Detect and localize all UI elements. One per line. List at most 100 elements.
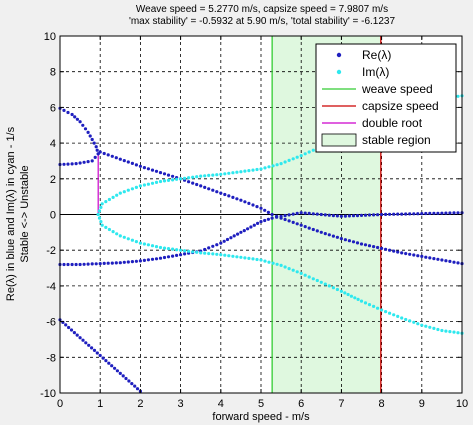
im-point bbox=[392, 313, 396, 317]
legend-label: Re(λ) bbox=[362, 48, 391, 62]
legend-marker-im bbox=[336, 69, 342, 75]
im-point bbox=[118, 191, 122, 195]
re-point bbox=[82, 262, 86, 266]
x-tick-label: 8 bbox=[379, 398, 385, 410]
im-point bbox=[203, 174, 207, 178]
im-point bbox=[99, 205, 103, 209]
re-point bbox=[256, 221, 260, 225]
im-point bbox=[100, 202, 104, 206]
im-point bbox=[440, 328, 444, 333]
re-point bbox=[92, 141, 96, 145]
im-point bbox=[118, 234, 122, 238]
re-point bbox=[392, 212, 396, 216]
re-point bbox=[303, 211, 307, 215]
re-point bbox=[187, 180, 191, 184]
re-point bbox=[456, 261, 460, 265]
legend-label: stable region bbox=[362, 133, 431, 147]
re-point bbox=[115, 369, 119, 373]
im-point bbox=[235, 255, 239, 259]
re-point bbox=[384, 212, 388, 216]
x-tick-label: 5 bbox=[258, 398, 264, 410]
re-point bbox=[404, 212, 408, 216]
re-point bbox=[87, 343, 91, 347]
re-point bbox=[311, 227, 315, 232]
im-point bbox=[267, 260, 271, 264]
re-point bbox=[72, 331, 76, 335]
im-point bbox=[331, 286, 335, 290]
re-point bbox=[249, 225, 253, 229]
im-point bbox=[380, 308, 384, 312]
re-point bbox=[166, 255, 171, 259]
re-point bbox=[101, 356, 105, 360]
re-point bbox=[114, 261, 118, 265]
re-point bbox=[388, 212, 392, 216]
re-point bbox=[166, 173, 171, 177]
y-tick-label: 6 bbox=[50, 102, 56, 114]
re-point bbox=[96, 152, 100, 156]
re-point bbox=[275, 215, 279, 219]
re-point bbox=[299, 223, 303, 227]
re-point bbox=[266, 210, 270, 214]
im-point bbox=[400, 316, 404, 320]
re-point bbox=[347, 239, 351, 243]
im-point bbox=[154, 180, 159, 184]
re-point bbox=[315, 229, 319, 233]
re-point bbox=[150, 257, 155, 261]
im-point bbox=[207, 252, 211, 256]
im-point bbox=[279, 263, 283, 267]
re-point bbox=[231, 195, 235, 199]
re-point bbox=[355, 241, 360, 245]
re-point bbox=[225, 237, 230, 242]
im-point bbox=[195, 250, 199, 254]
re-point bbox=[98, 262, 102, 266]
re-point bbox=[239, 198, 243, 202]
re-point bbox=[335, 235, 339, 239]
re-point bbox=[380, 212, 384, 217]
re-point bbox=[124, 376, 128, 381]
im-point bbox=[104, 225, 108, 229]
re-point bbox=[287, 219, 291, 223]
im-point bbox=[396, 314, 400, 318]
im-point bbox=[166, 178, 171, 182]
re-point bbox=[203, 247, 207, 252]
im-point bbox=[130, 187, 134, 191]
im-point bbox=[211, 173, 215, 177]
x-tick-label: 10 bbox=[456, 398, 468, 410]
im-point bbox=[179, 248, 183, 252]
im-point bbox=[343, 291, 347, 295]
re-point bbox=[86, 160, 90, 164]
re-point bbox=[270, 216, 274, 220]
legend-swatch-stable bbox=[321, 133, 357, 147]
re-point bbox=[191, 181, 195, 185]
im-point bbox=[227, 171, 231, 175]
re-point bbox=[102, 151, 106, 156]
data-points bbox=[58, 94, 464, 393]
re-point bbox=[110, 154, 114, 158]
im-point bbox=[100, 223, 104, 227]
re-point bbox=[195, 182, 199, 187]
re-point bbox=[416, 254, 420, 258]
im-point bbox=[388, 311, 392, 315]
im-point bbox=[146, 182, 150, 186]
im-point bbox=[219, 253, 223, 257]
im-point bbox=[291, 268, 295, 272]
re-point bbox=[359, 213, 364, 217]
re-point bbox=[424, 211, 428, 216]
y-axis-label: Re(λ) in blue and Im(λ) in cyan - 1/s bbox=[5, 126, 17, 301]
re-point bbox=[432, 211, 436, 215]
im-point bbox=[271, 261, 275, 265]
im-point bbox=[432, 326, 436, 330]
re-point bbox=[74, 162, 78, 166]
re-point bbox=[86, 130, 90, 134]
re-point bbox=[424, 255, 428, 259]
re-point bbox=[211, 244, 215, 248]
re-point bbox=[134, 163, 138, 167]
re-point bbox=[392, 249, 396, 253]
re-point bbox=[142, 166, 146, 170]
re-point bbox=[270, 212, 274, 217]
im-point bbox=[275, 262, 279, 266]
re-point bbox=[229, 236, 233, 240]
im-point bbox=[211, 252, 215, 256]
re-point bbox=[130, 382, 134, 386]
re-point bbox=[243, 200, 247, 204]
